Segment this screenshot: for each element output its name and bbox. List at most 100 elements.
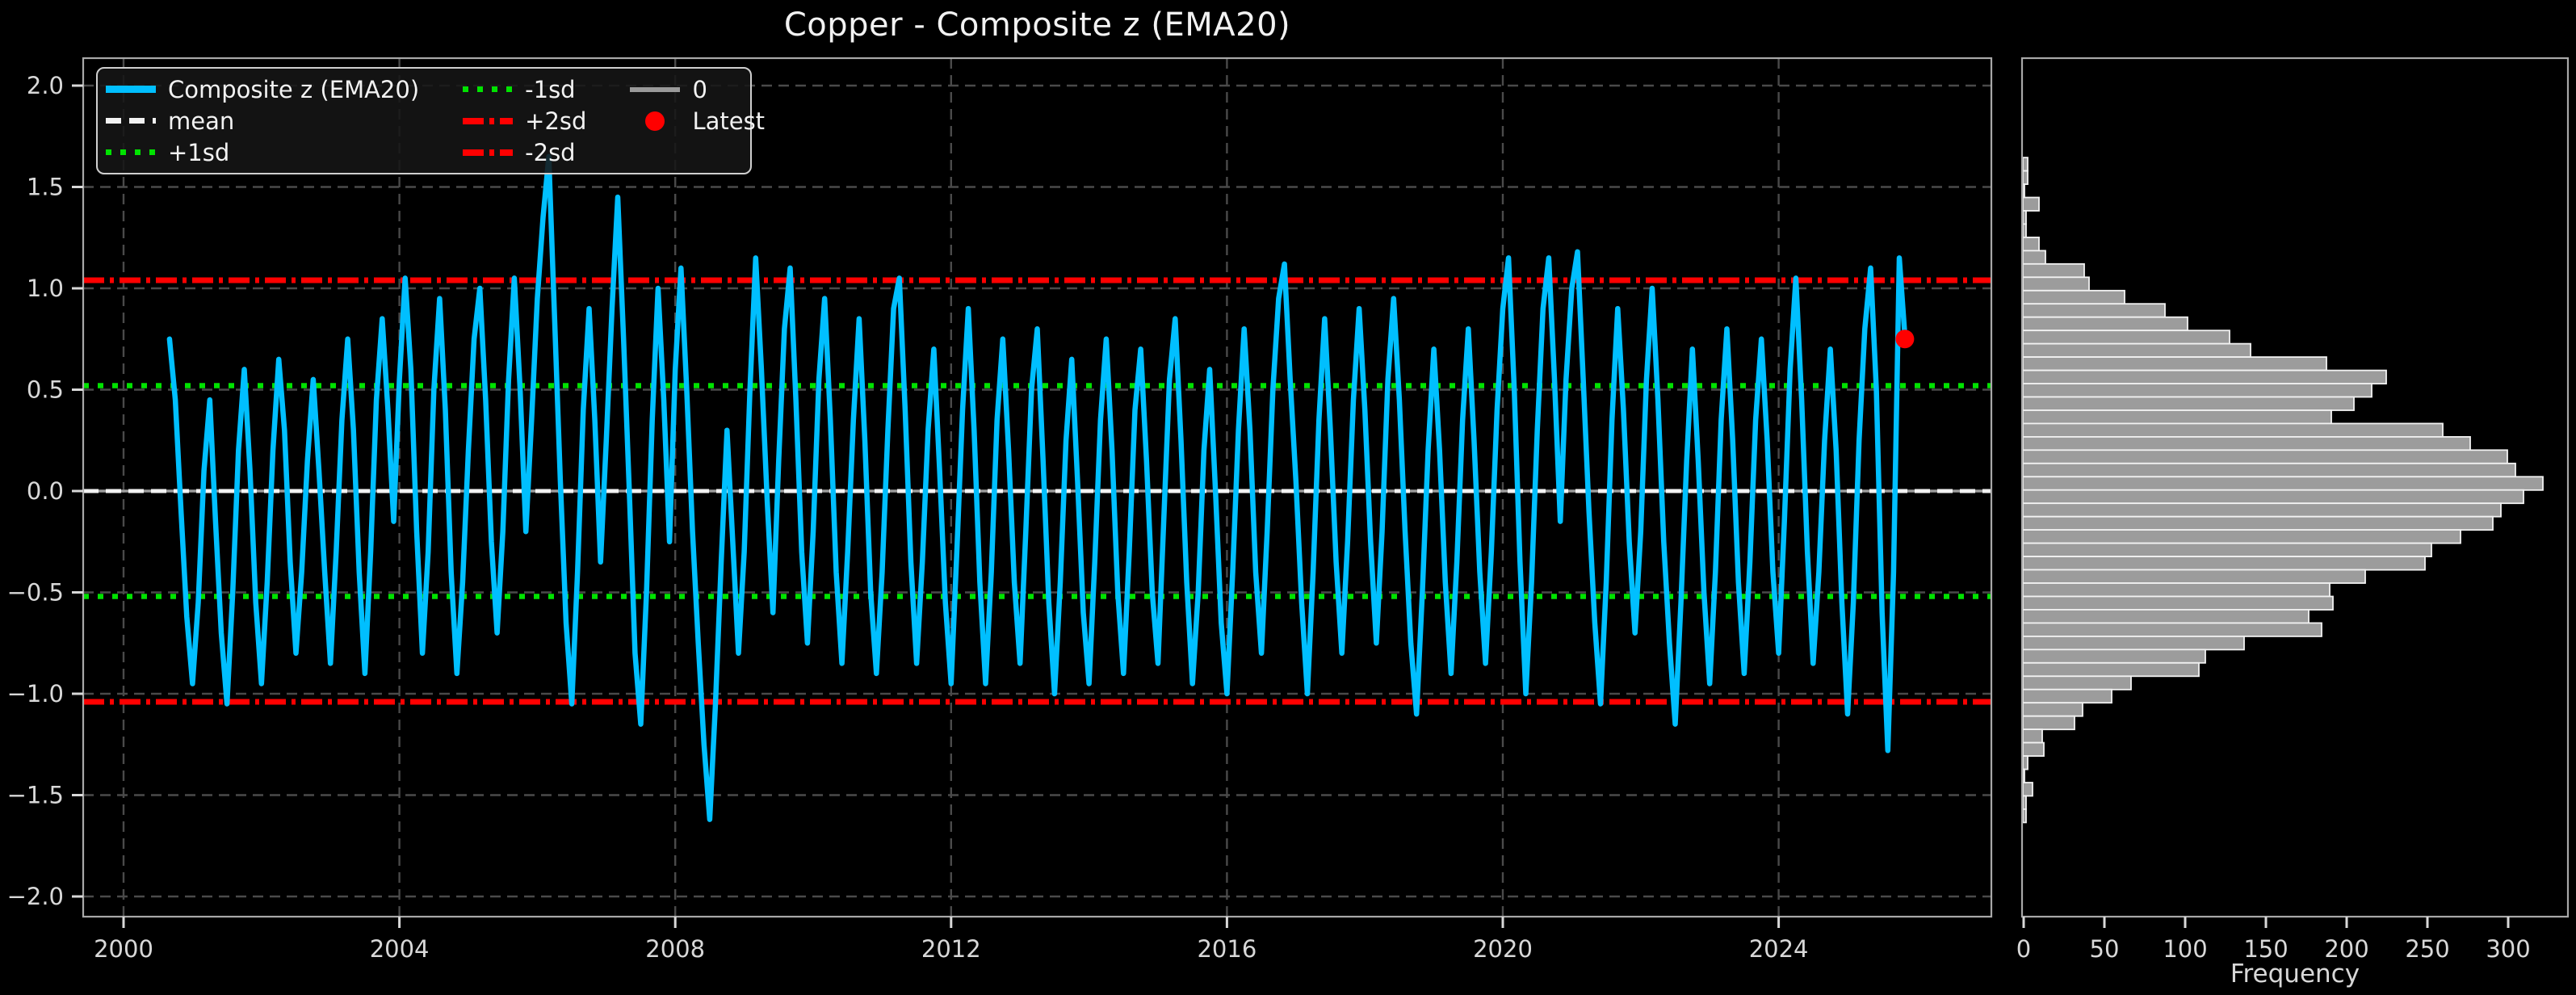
hist-bar <box>2022 622 2322 637</box>
hist-bar <box>2022 409 2332 425</box>
hist-bar <box>2022 449 2508 464</box>
hist-bar <box>2022 356 2327 372</box>
hist-bar <box>2022 542 2432 557</box>
plus1sd-line-swatch-icon <box>106 149 156 155</box>
legend: Composite z (EMA20) mean +1sd -1sd +2sd … <box>96 67 765 174</box>
hist-bar <box>2022 476 2544 491</box>
hist-x-tick-label: 0 <box>2016 935 2031 963</box>
legend-item-latest: Latest <box>630 107 765 135</box>
hist-bar <box>2022 795 2027 810</box>
mean-line-swatch-icon <box>106 118 156 124</box>
hist-bar <box>2022 649 2206 664</box>
hist-x-tick-label: 50 <box>2090 935 2120 963</box>
hist-bar <box>2022 422 2444 438</box>
y-tick-label: 2.0 <box>27 72 64 99</box>
hist-bar <box>2022 489 2524 505</box>
hist-bar <box>2022 210 2027 225</box>
hist-bar <box>2022 782 2033 797</box>
latest-dot-icon <box>645 111 665 131</box>
hist-bar <box>2022 436 2471 451</box>
hist-bar <box>2022 196 2040 212</box>
y-tick-label: 0.0 <box>27 477 64 505</box>
hist-bar <box>2022 741 2045 757</box>
series-line-swatch-icon <box>106 86 156 93</box>
y-tick-label: −2.0 <box>7 883 64 910</box>
x-tick-label: 2016 <box>1197 935 1257 963</box>
hist-bar <box>2022 529 2461 544</box>
hist-bar <box>2022 768 2025 783</box>
hist-bar <box>2022 316 2188 332</box>
hist-bar <box>2022 702 2083 717</box>
zero-line-swatch-icon <box>630 86 681 92</box>
hist-axes-border <box>2020 57 2570 918</box>
legend-label: mean <box>168 107 235 135</box>
hist-x-tick-label: 250 <box>2405 935 2449 963</box>
hist-bar <box>2022 330 2230 345</box>
plus2sd-line-swatch-icon <box>463 117 514 124</box>
hist-bar <box>2022 289 2125 305</box>
y-tick-label: −1.5 <box>7 782 64 809</box>
hist-bar <box>2022 369 2387 385</box>
legend-label: Composite z (EMA20) <box>168 75 420 103</box>
hist-bar <box>2022 808 2027 824</box>
hist-bar <box>2022 236 2040 252</box>
hist-bar <box>2022 462 2516 478</box>
hist-x-tick-label: 150 <box>2243 935 2288 963</box>
hist-bar <box>2022 157 2028 172</box>
hist-bar <box>2022 183 2025 199</box>
hist-bar <box>2022 582 2331 598</box>
y-tick-label: 0.5 <box>27 376 64 404</box>
hist-bar <box>2022 396 2355 411</box>
legend-item-plus2sd: +2sd <box>463 107 586 135</box>
latest-point-marker <box>1895 330 1915 349</box>
legend-item-plus1sd: +1sd <box>106 139 419 166</box>
legend-label: +2sd <box>525 107 587 135</box>
hist-bar <box>2022 661 2200 678</box>
legend-item-zero: 0 <box>630 76 765 103</box>
y-tick-label: 1.0 <box>27 275 64 302</box>
x-tick-label: 2008 <box>645 935 705 963</box>
composite-z-line <box>166 153 1908 822</box>
legend-item-mean: mean <box>106 107 419 135</box>
hist-bar <box>2022 609 2310 624</box>
legend-item-composite-z: Composite z (EMA20) <box>106 76 419 103</box>
hist-xlabel: Frequency <box>2230 959 2360 989</box>
x-tick-label: 2020 <box>1473 935 1533 963</box>
hist-bar <box>2022 303 2166 318</box>
legend-label: Latest <box>692 107 766 135</box>
hist-x-tick-label: 300 <box>2486 935 2530 963</box>
x-tick-label: 2004 <box>370 935 430 963</box>
hist-bar <box>2022 515 2494 531</box>
hist-bar <box>2022 728 2043 744</box>
x-tick-label: 2000 <box>94 935 153 963</box>
hist-x-tick-label: 100 <box>2163 935 2207 963</box>
hist-bar <box>2022 636 2245 651</box>
legend-item-minus1sd: -1sd <box>463 76 586 103</box>
hist-bar <box>2022 675 2132 691</box>
hist-bar <box>2022 276 2090 292</box>
hist-bar <box>2022 262 2085 279</box>
hist-bar <box>2022 715 2075 731</box>
hist-bar <box>2022 342 2251 359</box>
y-tick-label: −1.0 <box>7 680 64 707</box>
hist-bar <box>2022 595 2334 611</box>
hist-bar <box>2022 502 2502 518</box>
y-tick-label: −0.5 <box>7 579 64 607</box>
minus1sd-line-swatch-icon <box>463 86 514 92</box>
legend-label: +1sd <box>168 138 230 166</box>
page-title: Copper - Composite z (EMA20) <box>783 6 1291 44</box>
hist-bar <box>2022 688 2112 704</box>
hist-bar <box>2022 170 2028 186</box>
y-tick-label: 1.5 <box>27 174 64 201</box>
legend-item-minus2sd: -2sd <box>463 139 586 166</box>
hist-bar <box>2022 223 2027 238</box>
x-tick-label: 2024 <box>1749 935 1809 963</box>
main-axes-border <box>82 57 1993 918</box>
hist-bar <box>2022 569 2366 584</box>
minus2sd-line-swatch-icon <box>463 149 514 156</box>
legend-label: 0 <box>692 75 707 103</box>
hist-x-tick-label: 200 <box>2324 935 2368 963</box>
